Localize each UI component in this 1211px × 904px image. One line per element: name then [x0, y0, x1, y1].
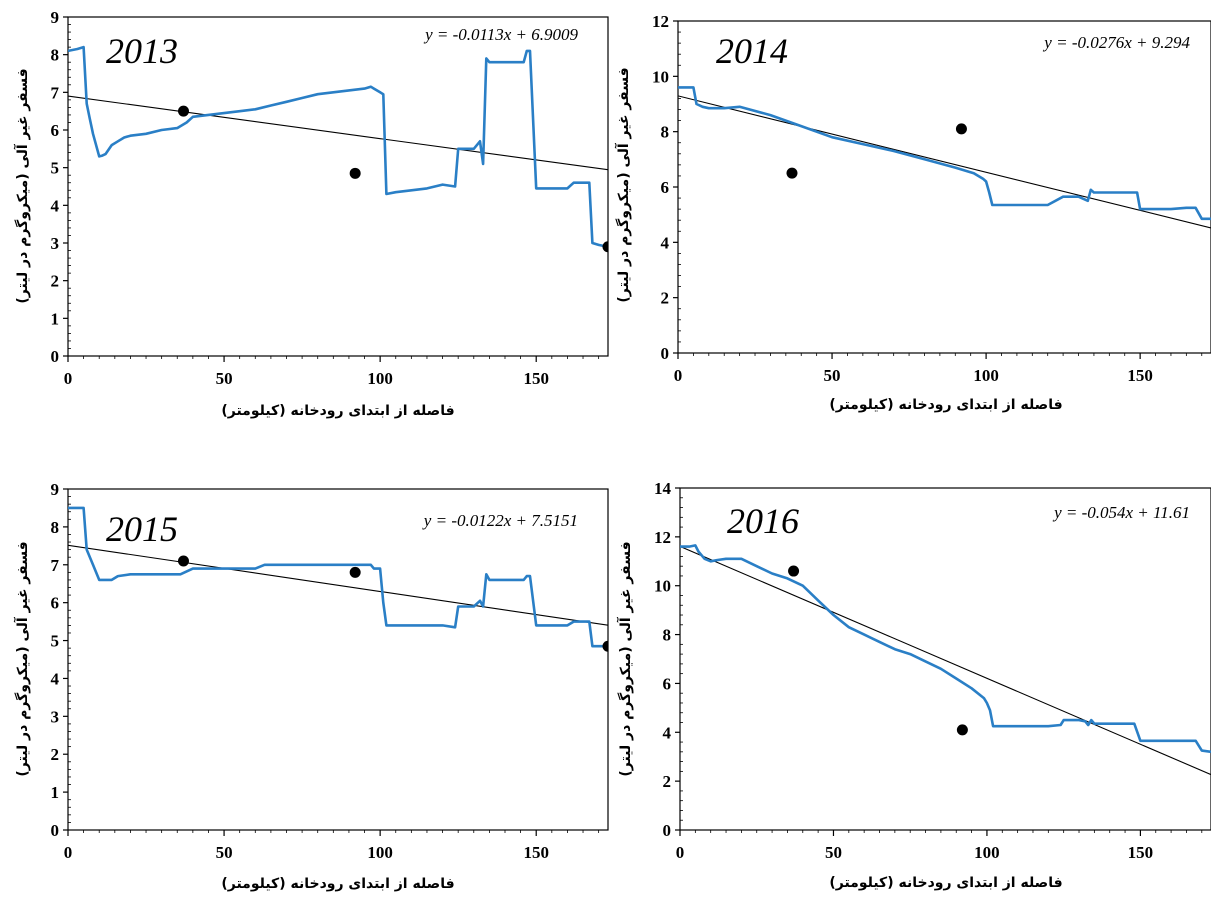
chart-3-y-tick-label: 4: [663, 723, 672, 742]
chart-3-trend-equation: y = -0.054x + 11.61: [1052, 503, 1190, 522]
chart-panel-2015: 0 1 2 3 4 5 6 7 8 9 0 50 100 150 فاصله از ابتدای رودخا…: [13, 480, 609, 892]
chart-2-x-tick-label: 150: [523, 843, 549, 862]
chart-2-y-tick-label: 1: [51, 783, 60, 802]
chart-1-y-tick-label: 4: [661, 233, 670, 252]
chart-1-y-tick-label: 10: [652, 67, 669, 86]
chart-0-y-tick-label: 8: [51, 46, 60, 65]
chart-3-x-axis-title: فاصله از ابتدای رودخانه (کیلومتر): [829, 875, 1062, 891]
chart-2-y-tick-label: 3: [51, 707, 60, 726]
chart-2-model-line: [68, 506, 608, 648]
chart-1-x-tick-label: 100: [973, 366, 999, 385]
chart-2-y-tick-label: 5: [51, 632, 60, 651]
chart-0-plot-frame: [67, 16, 609, 357]
chart-0-x-tick-label: 150: [523, 369, 549, 388]
chart-1-x-tick-label: 150: [1127, 366, 1153, 385]
chart-3-y-tick-label: 8: [663, 626, 672, 645]
chart-0-trend-line: [68, 95, 608, 171]
chart-2-y-tick-label: 6: [51, 594, 60, 613]
chart-0-x-axis-title: فاصله از ابتدای رودخانه (کیلومتر): [221, 403, 454, 419]
chart-1-trend-equation: y = -0.0276x + 9.294: [1042, 33, 1190, 52]
chart-2-observed-point: [602, 640, 608, 652]
chart-0-y-tick-label: 9: [51, 8, 60, 27]
chart-1-model-line: [678, 86, 1211, 221]
chart-3-y-tick-label: 14: [654, 479, 672, 498]
chart-3-x-tick-label: 0: [676, 843, 685, 862]
chart-3-y-tick-label: 2: [663, 772, 672, 791]
chart-3-observed-point: [956, 724, 968, 736]
chart-1-observed-point: [955, 123, 967, 135]
chart-panel-2014: 0 2 4 6 8 10 12 0 50 100 150 فاصله از ابتدای رودخان…: [614, 12, 1211, 413]
chart-3-y-axis-title: فسفر غیر آلی (میکروگرم در لیتر): [616, 541, 634, 776]
chart-1-year-annotation: 2014: [716, 31, 788, 71]
chart-0-observed-point: [602, 241, 608, 253]
chart-2-x-tick-label: 100: [367, 843, 393, 862]
chart-panel-2016: 0 2 4 6 8 10 12 14 0 50 100 150 فاصله از ابتدای رودخ…: [616, 479, 1211, 891]
chart-3-plot-area: [680, 544, 1211, 776]
chart-3-x-tick-label: 100: [974, 843, 1000, 862]
chart-0-y-tick-label: 7: [51, 83, 60, 102]
chart-3-y-tick-label: 12: [654, 528, 671, 547]
chart-0-y-tick-label: 2: [51, 272, 60, 291]
chart-1-trend-line: [678, 95, 1211, 229]
chart-1-x-axis-title: فاصله از ابتدای رودخانه (کیلومتر): [829, 397, 1062, 413]
chart-0-x-tick-label: 50: [216, 369, 233, 388]
chart-1-x-tick-label: 0: [674, 366, 683, 385]
chart-0-y-tick-label: 3: [51, 234, 60, 253]
chart-3-model-line: [680, 544, 1211, 754]
chart-1-x-tick-label: 50: [824, 366, 841, 385]
chart-1-y-tick-label: 6: [661, 178, 670, 197]
chart-2-trend-equation: y = -0.0122x + 7.5151: [422, 511, 578, 530]
chart-1-y-axis-title: فسفر غیر آلی (میکروگرم در لیتر): [614, 67, 632, 302]
chart-2-y-tick-label: 2: [51, 745, 60, 764]
chart-0-y-axis-title: فسفر غیر آلی (میکروگرم در لیتر): [13, 68, 31, 303]
chart-panel-2013: 0 1 2 3 4 5 6 7 8 9 0 50 100 150 فاصله از ابتدای رودخا…: [13, 8, 609, 419]
chart-3-y-tick-label: 6: [663, 674, 672, 693]
chart-2-year-annotation: 2015: [106, 509, 178, 549]
chart-2-x-tick-label: 0: [64, 843, 73, 862]
chart-0-y-tick-label: 5: [51, 159, 60, 178]
chart-2-trend-line: [68, 544, 608, 626]
chart-0-observed-point: [349, 167, 361, 179]
chart-0-observed-point: [177, 105, 189, 117]
chart-0-x-tick-label: 0: [64, 369, 73, 388]
chart-2-y-axis-title: فسفر غیر آلی (میکروگرم در لیتر): [13, 541, 31, 776]
chart-2-y-tick-label: 8: [51, 518, 60, 537]
chart-1-y-tick-label: 2: [661, 289, 670, 308]
chart-2-plot-frame: [67, 488, 609, 831]
chart-2-y-tick-label: 4: [51, 669, 60, 688]
chart-2-y-tick-label: 0: [51, 821, 60, 840]
chart-2-observed-point: [349, 566, 361, 578]
chart-3-y-tick-label: 10: [654, 577, 671, 596]
chart-2-observed-point: [177, 555, 189, 567]
chart-2-y-tick-label: 7: [51, 556, 60, 575]
chart-0-y-tick-label: 0: [51, 347, 60, 366]
chart-0-trend-equation: y = -0.0113x + 6.9009: [423, 25, 578, 44]
chart-3-observed-point: [788, 565, 800, 577]
chart-1-y-tick-label: 8: [661, 123, 670, 142]
chart-2-x-tick-label: 50: [216, 843, 233, 862]
chart-2-y-tick-label: 9: [51, 480, 60, 499]
chart-3-year-annotation: 2016: [727, 501, 799, 541]
chart-3-y-tick-label: 0: [663, 821, 672, 840]
chart-0-y-tick-label: 6: [51, 121, 60, 140]
chart-0-x-tick-label: 100: [367, 369, 393, 388]
chart-2-x-axis-title: فاصله از ابتدای رودخانه (کیلومتر): [221, 876, 454, 892]
chart-2-plot-area: [68, 506, 608, 652]
chart-3-x-tick-label: 50: [825, 843, 842, 862]
chart-0-plot-area: [68, 45, 608, 253]
chart-1-observed-point: [786, 167, 798, 179]
chart-1-y-tick-label: 0: [661, 344, 670, 363]
chart-0-model-line: [68, 45, 608, 249]
chart-3-x-tick-label: 150: [1128, 843, 1154, 862]
chart-0-y-tick-label: 1: [51, 309, 60, 328]
chart-1-plot-area: [678, 86, 1211, 229]
chart-3-trend-line: [680, 545, 1211, 776]
chart-0-year-annotation: 2013: [106, 31, 178, 71]
chart-0-y-tick-label: 4: [51, 196, 60, 215]
chart-1-y-tick-label: 12: [652, 12, 669, 31]
chart-3-plot-frame: [679, 487, 1211, 831]
